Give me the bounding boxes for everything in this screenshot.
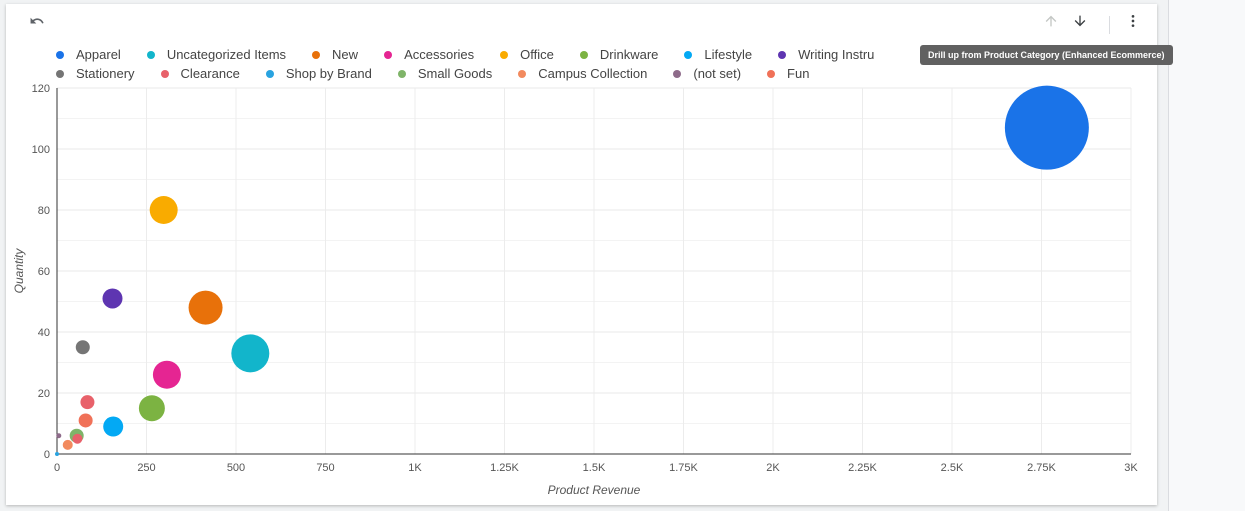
legend-label: Campus Collection <box>538 66 648 81</box>
x-tick-label: 2.75K <box>1027 462 1056 474</box>
legend-item[interactable]: New <box>312 47 358 62</box>
legend-item[interactable]: Uncategorized Items <box>146 47 287 62</box>
arrow-down-icon[interactable] <box>1069 10 1091 32</box>
y-tick-label: 20 <box>38 388 50 400</box>
bubble-point[interactable]: Shop by Brand <box>55 452 59 456</box>
legend-label: Lifestyle <box>704 47 753 62</box>
bubble-point[interactable]: Fun <box>78 413 93 428</box>
y-tick-label: 100 <box>32 144 50 156</box>
legend-dot-icon <box>312 50 321 59</box>
legend-item[interactable]: Clearance <box>160 66 240 81</box>
legend-dot-icon <box>579 50 588 59</box>
legend-label: Office <box>520 47 554 62</box>
more-vert-icon[interactable] <box>1122 10 1144 32</box>
legend-item[interactable]: Lifestyle <box>684 47 752 62</box>
bubble-point[interactable]: Office <box>149 196 178 224</box>
bubble-point[interactable]: Writing Instru <box>102 288 123 309</box>
legend-dot-icon <box>778 50 787 59</box>
legend-label: Writing Instru <box>798 47 875 62</box>
arrow-up-icon[interactable] <box>1040 10 1062 32</box>
legend-row: Stationery Clearance Shop by Brand Small Go… <box>56 64 956 83</box>
y-tick-label: 120 <box>32 83 50 95</box>
bubble-point[interactable]: Uncategorized Items <box>231 334 270 373</box>
legend-dot-icon <box>56 50 64 59</box>
x-tick-label: 0 <box>54 462 60 474</box>
legend-dot-icon <box>384 50 393 59</box>
bubble-point[interactable]: Drinkware <box>138 395 165 422</box>
legend-dot-icon <box>684 50 693 59</box>
legend-label: Shop by Brand <box>285 66 372 81</box>
legend-item[interactable]: Fun <box>767 66 809 81</box>
y-tick-label: 0 <box>44 449 50 461</box>
legend-label: (not set) <box>693 66 742 81</box>
x-tick-label: 1.75K <box>669 462 698 474</box>
x-tick-label: 2K <box>766 462 780 474</box>
y-tick-label: 80 <box>38 205 50 217</box>
legend-label: Drinkware <box>599 47 659 62</box>
x-axis-title: Product Revenue <box>548 483 641 497</box>
x-tick-label: 500 <box>227 462 245 474</box>
legend-label: Stationery <box>76 66 135 81</box>
legend-label: New <box>332 47 359 62</box>
x-tick-label: 750 <box>316 462 334 474</box>
drill-up-tooltip: Drill up from Product Category (Enhanced… <box>920 45 1173 65</box>
x-tick-label: 2.5K <box>941 462 964 474</box>
y-tick-label: 40 <box>38 327 50 339</box>
bubble-point[interactable]: Campus Collection <box>62 439 73 450</box>
legend-item[interactable]: Drinkware <box>579 47 659 62</box>
legend-row: Apparel Uncategorized Items New Accessories… <box>56 45 956 64</box>
legend-item[interactable]: Campus Collection <box>518 66 647 81</box>
scatter-chart: 0 20 40 60 80 100 120 0 250 500 750 1K 1.25K 1.5K 1.75… <box>12 83 1138 497</box>
x-tick-label: 2.25K <box>848 462 877 474</box>
x-tick-label: 1K <box>408 462 422 474</box>
legend-dot-icon <box>160 69 169 78</box>
bubble-point[interactable]: Apparel <box>1004 85 1089 170</box>
chart-legend: Apparel Uncategorized Items New Accessories… <box>56 45 956 83</box>
legend-dot-icon <box>397 69 406 78</box>
toolbar-divider <box>1109 16 1110 34</box>
legend-item[interactable]: Stationery <box>56 66 135 81</box>
legend-label: Accessories <box>404 47 475 62</box>
legend-label: Apparel <box>76 47 121 62</box>
bubble-point[interactable]: Accessories <box>152 360 181 389</box>
legend-item[interactable]: Apparel <box>56 47 121 62</box>
legend-item[interactable]: Accessories <box>384 47 474 62</box>
bubble-point[interactable]: (not set) <box>56 433 62 439</box>
bubble-point[interactable]: Stationery <box>75 340 90 355</box>
legend-item[interactable]: (not set) <box>673 66 741 81</box>
legend-item[interactable]: Office <box>500 47 554 62</box>
x-tick-label: 1.5K <box>583 462 606 474</box>
legend-dot-icon <box>500 50 509 59</box>
legend-dot-icon <box>767 69 776 78</box>
legend-dot-icon <box>518 69 527 78</box>
x-tick-label: 250 <box>137 462 155 474</box>
bubble-point[interactable] <box>72 433 83 444</box>
legend-item[interactable]: Small Goods <box>397 66 493 81</box>
legend-dot-icon <box>56 69 64 78</box>
bubble-point[interactable]: New <box>188 290 223 325</box>
y-tick-label: 60 <box>38 266 50 278</box>
side-panel <box>1168 0 1245 511</box>
legend-dot-icon <box>146 50 155 59</box>
legend-item[interactable]: Shop by Brand <box>265 66 372 81</box>
legend-label: Fun <box>787 66 810 81</box>
y-axis-title: Quantity <box>12 248 26 294</box>
x-tick-label: 1.25K <box>490 462 519 474</box>
legend-dot-icon <box>265 69 274 78</box>
legend-dot-icon <box>673 69 682 78</box>
x-tick-label: 3K <box>1124 462 1138 474</box>
legend-item[interactable]: Writing Instru <box>778 47 874 62</box>
legend-label: Uncategorized Items <box>166 47 287 62</box>
bubble-point[interactable]: Clearance <box>80 395 95 410</box>
legend-label: Small Goods <box>417 66 493 81</box>
bubble-point[interactable]: Lifestyle <box>103 416 124 437</box>
undo-icon[interactable] <box>26 10 48 32</box>
legend-label: Clearance <box>180 66 240 81</box>
